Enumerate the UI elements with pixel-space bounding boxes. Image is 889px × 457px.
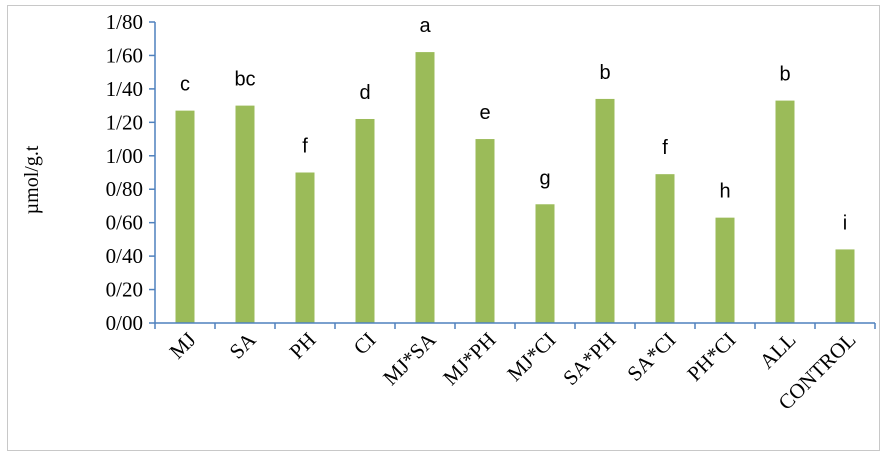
y-tick-label: 0/80 [106,177,143,201]
category-label: PH [285,328,321,364]
bar [175,110,195,323]
data-label: d [359,82,370,104]
category-label: PH*CI [682,328,740,386]
bar [595,98,615,323]
category-label: MJ*CI [502,328,560,386]
data-label: i [843,212,847,234]
data-label: bc [234,69,255,91]
data-label: f [662,137,668,159]
category-label: SA [225,327,262,364]
bar [475,139,495,323]
bar [835,249,855,323]
y-axis-ticks: 0/00 0/20 0/40 0/60 0/80 1/00 1/20 1/40 1/60 1/80 [106,10,155,335]
y-tick-label: 0/20 [106,278,143,302]
category-label: ALL [755,328,801,374]
data-label: f [302,136,308,158]
y-tick-label: 0/60 [106,211,143,235]
category-label: MJ*SA [378,327,441,390]
data-label: e [479,102,490,124]
data-label: g [539,167,550,189]
category-label: CI [349,328,381,360]
bars [175,52,855,323]
category-label: MJ [165,328,201,364]
bar [295,172,315,323]
data-label: h [719,181,730,203]
bar [535,204,555,323]
bar [355,118,375,323]
bar [655,174,675,323]
data-labels: c bc f d a e g b f h b i [180,15,847,234]
y-tick-label: 1/20 [106,110,143,134]
bar [235,105,255,323]
bar [715,217,735,323]
y-tick-label: 0/00 [106,311,143,335]
y-tick-label: 1/60 [106,43,143,67]
y-tick-label: 0/40 [106,244,143,268]
bar [415,52,435,323]
data-label: c [180,74,190,96]
data-label: b [599,62,610,84]
category-label: MJ*PH [438,328,500,390]
y-tick-label: 1/40 [106,77,143,101]
data-label: b [779,64,790,86]
y-axis-title: µmol/g.t [21,145,43,214]
data-label: a [419,15,431,37]
category-label: SA*PH [558,328,620,390]
category-label: SA*CI [622,328,680,386]
bar [775,100,795,323]
y-tick-label: 1/00 [106,144,143,168]
y-tick-label: 1/80 [106,10,143,34]
